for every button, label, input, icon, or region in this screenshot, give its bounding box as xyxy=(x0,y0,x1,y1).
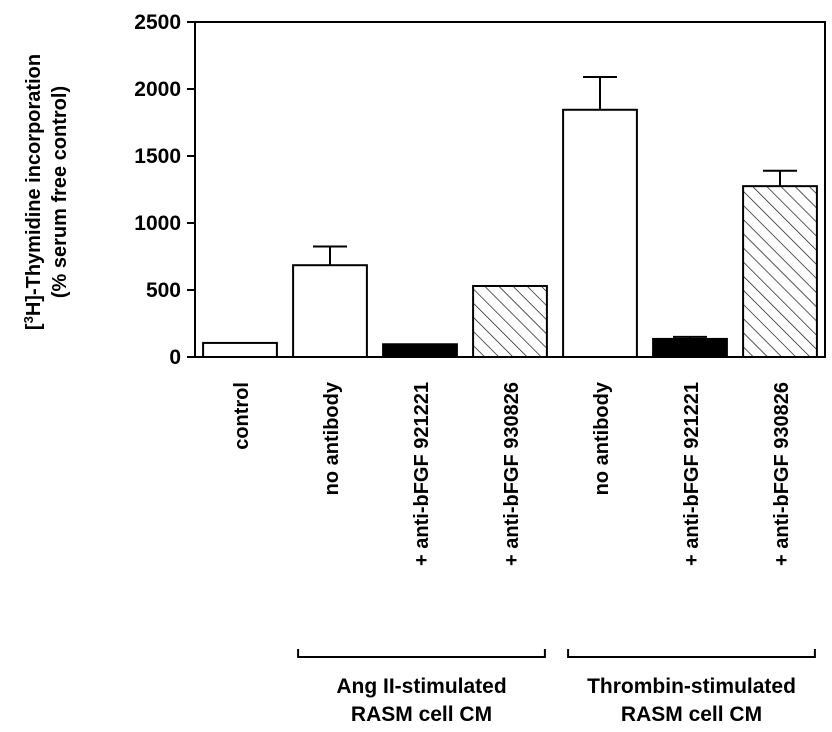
bar xyxy=(382,343,458,358)
group-label-line1: Ang II-stimulated xyxy=(336,675,506,698)
group-label-line2: RASM cell CM xyxy=(621,703,762,726)
group-brackets: Ang II-stimulated RASM cell CM Thrombin-st… xyxy=(297,649,816,726)
x-tick-label: + anti-bFGF 930826 xyxy=(771,382,793,566)
bar xyxy=(742,185,818,358)
y-axis-label-line2: (% serum free control) xyxy=(49,86,71,298)
y-tick-label: 1500 xyxy=(134,145,181,168)
y-tick-label: 0 xyxy=(169,346,181,369)
bar xyxy=(202,341,278,358)
x-tick-label: + anti-bFGF 930826 xyxy=(501,382,523,566)
bar xyxy=(472,284,548,359)
bar xyxy=(292,264,368,358)
group-label-line2: RASM cell CM xyxy=(351,703,492,726)
y-tick-label: 500 xyxy=(146,279,181,302)
group-bracket xyxy=(297,649,546,658)
bar xyxy=(562,108,638,358)
y-tick-label: 1000 xyxy=(134,212,181,235)
group-label-line1: Thrombin-stimulated xyxy=(587,675,796,698)
x-tick-label: control xyxy=(231,382,253,450)
y-axis-label-superscript: 3 xyxy=(21,316,36,323)
y-axis-label-line1: [3H]-Thymidine incorporation xyxy=(21,54,46,330)
x-tick-label: no antibody xyxy=(591,381,613,495)
x-tick-labels: control no antibody + anti-bFGF 921221 + an… xyxy=(231,381,793,566)
y-tick-label: 2000 xyxy=(134,78,181,101)
bars xyxy=(202,75,818,359)
x-tick-label: no antibody xyxy=(321,381,343,495)
bar xyxy=(652,337,728,359)
x-tick-label: + anti-bFGF 921221 xyxy=(681,382,703,566)
y-tick-label: 2500 xyxy=(134,11,181,34)
x-tick-label: + anti-bFGF 921221 xyxy=(411,382,433,566)
group-bracket xyxy=(567,649,816,658)
